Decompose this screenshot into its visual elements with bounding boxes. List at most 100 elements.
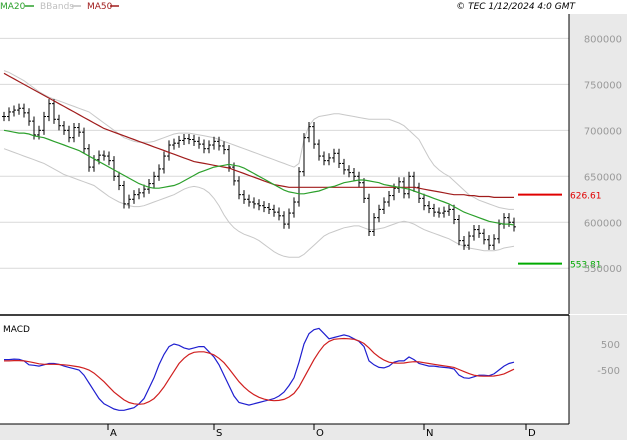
- macd-tick-label: 500: [601, 340, 620, 351]
- price-bar: [57, 114, 61, 131]
- price-tick-label: 550000: [584, 264, 622, 275]
- price-bar: [452, 204, 456, 225]
- price-axis-ticks: 800000 750000 700000 650000 600000 550000: [584, 34, 622, 275]
- price-bar: [187, 134, 191, 145]
- price-bar: [207, 140, 211, 154]
- bollinger-bands: [3, 70, 515, 258]
- price-bar: [122, 180, 126, 209]
- price-bar: [432, 203, 436, 217]
- legend-ma20-label: MA20: [0, 2, 26, 12]
- price-bar: [72, 122, 76, 143]
- price-bar: [347, 165, 351, 178]
- price-bar: [287, 208, 291, 229]
- price-bar: [17, 103, 21, 115]
- macd-tick-label: -500: [597, 366, 620, 377]
- price-tick-label: 750000: [584, 80, 622, 91]
- price-bar: [477, 225, 481, 238]
- price-bar: [362, 178, 366, 203]
- price-bars: [2, 99, 516, 250]
- price-bar: [2, 111, 6, 122]
- price-bar: [82, 127, 86, 154]
- price-bar: [312, 122, 316, 149]
- price-bar: [42, 111, 46, 135]
- price-bar: [7, 107, 11, 122]
- price-bar: [277, 207, 281, 221]
- price-bar: [332, 148, 336, 163]
- price-bar: [427, 201, 431, 214]
- price-bar: [267, 202, 271, 214]
- macd-title: MACD: [3, 325, 30, 335]
- price-bar: [327, 153, 331, 166]
- price-bar: [147, 179, 151, 194]
- legend: MA20 BBands MA50: [0, 2, 119, 12]
- macd-axis-panel: [569, 315, 627, 425]
- price-bar: [112, 156, 116, 181]
- price-bar: [182, 134, 186, 146]
- price-bar: [217, 136, 221, 151]
- price-bar: [52, 99, 56, 124]
- price-bar: [292, 197, 296, 218]
- price-bar: [227, 145, 231, 172]
- price-bar: [132, 190, 136, 204]
- price-bar: [27, 108, 31, 126]
- price-bar: [87, 144, 91, 172]
- price-bar: [247, 194, 251, 207]
- macd-axis-ticks: 500 -500: [597, 340, 620, 377]
- price-bar: [257, 199, 261, 211]
- price-bar: [22, 103, 26, 118]
- price-tick-label: 600000: [584, 218, 622, 229]
- price-bar: [202, 139, 206, 154]
- price-bar: [317, 139, 321, 161]
- price-bar: [437, 207, 441, 218]
- price-bar: [457, 214, 461, 246]
- ma20-line: [3, 129, 515, 226]
- price-tick-label: 650000: [584, 172, 622, 183]
- price-bar: [262, 201, 266, 213]
- price-bar: [212, 136, 216, 150]
- month-label: D: [528, 428, 536, 439]
- price-bar: [442, 206, 446, 218]
- time-axis-panel: [0, 424, 627, 440]
- price-bar: [352, 168, 356, 181]
- price-tick-label: 700000: [584, 126, 622, 137]
- price-bar: [157, 164, 161, 181]
- price-bar: [252, 197, 256, 209]
- macd-line: [4, 327, 515, 411]
- price-bar: [337, 148, 341, 169]
- price-bar: [322, 151, 326, 166]
- price-bar: [397, 177, 401, 193]
- price-bar: [487, 235, 491, 250]
- price-tick-label: 800000: [584, 34, 622, 45]
- month-label: N: [426, 428, 433, 439]
- price-bar: [192, 134, 196, 146]
- price-bar: [422, 193, 426, 211]
- price-bar: [447, 204, 451, 216]
- price-bar: [377, 204, 381, 223]
- price-bar: [382, 197, 386, 214]
- bb-upper-line: [3, 70, 514, 210]
- price-bar: [502, 213, 506, 229]
- price-bar: [127, 194, 131, 209]
- support-label: 553.81: [570, 261, 602, 271]
- price-bar: [342, 158, 346, 175]
- price-grid: [0, 37, 569, 269]
- price-bar: [482, 228, 486, 245]
- price-bar: [197, 136, 201, 149]
- price-bar: [172, 138, 176, 150]
- price-bar: [162, 151, 166, 174]
- price-bar: [307, 122, 311, 143]
- moving-averages: [3, 72, 515, 226]
- signal-line: [4, 337, 515, 405]
- price-bar: [467, 231, 471, 250]
- legend-bbands-label: BBands: [40, 2, 74, 12]
- price-bar: [387, 191, 391, 207]
- price-bar: [222, 141, 226, 155]
- price-bar: [407, 171, 411, 199]
- price-bar: [67, 125, 71, 143]
- month-label: S: [216, 428, 222, 439]
- price-bar: [472, 225, 476, 241]
- ma50-line: [3, 72, 514, 198]
